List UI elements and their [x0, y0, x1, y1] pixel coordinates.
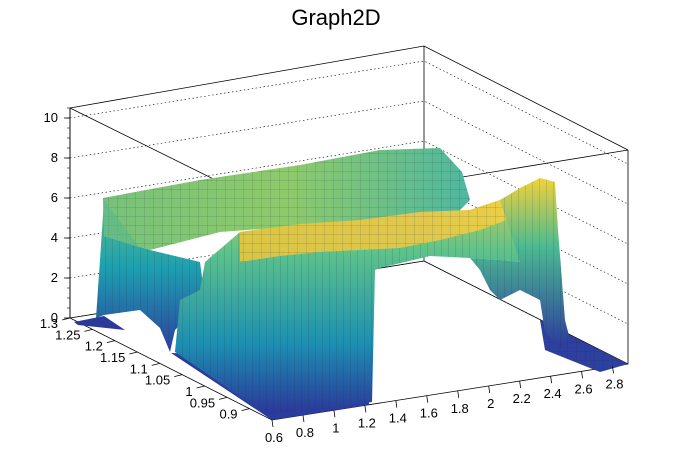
surface-right-wall: [470, 178, 570, 348]
y-tick: [151, 362, 160, 366]
y-tick: [129, 351, 138, 355]
surface-middle-slab: [175, 180, 550, 414]
y-tick-label: 0.95: [190, 395, 215, 410]
y-tick-label: 1.3: [40, 316, 58, 331]
chart-title: Graph2D: [291, 5, 380, 30]
x-tick: [271, 419, 274, 428]
z-tick-label: 2: [51, 270, 58, 285]
x-tick: [302, 415, 305, 423]
z-tick-label: 0: [51, 310, 58, 325]
y-tick: [174, 374, 183, 378]
x-tick: [550, 376, 553, 384]
x-tick: [395, 400, 398, 408]
x-axis: 0.6 0.8 1 1.2 1.4 1.6 1.8 2 2.2 2.4 2.6 2.8: [265, 366, 624, 445]
x-tick: [488, 385, 491, 393]
y-tick-label: 0.9: [219, 407, 237, 422]
y-tick: [196, 385, 205, 389]
z-gridline: [69, 60, 629, 165]
x-tick-label: 1.4: [389, 411, 407, 426]
x-tick-label: 0.6: [265, 430, 283, 445]
surface-left-wall: [96, 200, 205, 352]
x-tick-label: 2.4: [544, 386, 562, 401]
z-tick-label: 6: [51, 190, 58, 205]
surface-back-face: [103, 198, 140, 248]
y-tick: [241, 408, 250, 412]
x-tick-label: 2.2: [513, 391, 531, 406]
x-tick-label: 1.6: [420, 406, 438, 421]
z-tick-label: 4: [51, 230, 58, 245]
y-tick-label: 1.05: [145, 373, 170, 388]
x-tick-label: 1.2: [358, 415, 376, 430]
y-tick-label: 1: [185, 384, 192, 399]
x-tick-label: 2.6: [575, 381, 593, 396]
y-tick-label: 1.15: [100, 350, 125, 365]
y-tick: [84, 328, 93, 332]
y-tick-label: 1.1: [130, 361, 148, 376]
x-tick: [333, 410, 336, 418]
x-tick-label: 2.8: [605, 376, 623, 391]
x-tick: [457, 390, 460, 398]
z-tick-label: 10: [44, 110, 58, 125]
y-axis: 0.9 0.951 1.051.1 1.151.2 1.251.3: [40, 316, 250, 422]
z-axis: 0 2 4 6 8 10: [44, 107, 71, 325]
y-tick-label: 1.25: [55, 327, 80, 342]
x-tick-label: 2: [487, 396, 494, 411]
z-tick-label: 8: [51, 150, 58, 165]
x-tick-label: 0.8: [296, 425, 314, 440]
x-tick: [426, 395, 429, 403]
y-tick-label: 1.2: [85, 339, 103, 354]
x-tick-label: 1.8: [451, 401, 469, 416]
x-tick: [612, 366, 614, 374]
x-tick: [581, 371, 583, 379]
y-tick: [106, 340, 115, 344]
x-tick: [519, 380, 522, 389]
y-tick: [61, 317, 71, 321]
x-tick-label: 1: [332, 420, 339, 435]
y-tick: [219, 396, 228, 400]
x-tick: [364, 405, 367, 413]
